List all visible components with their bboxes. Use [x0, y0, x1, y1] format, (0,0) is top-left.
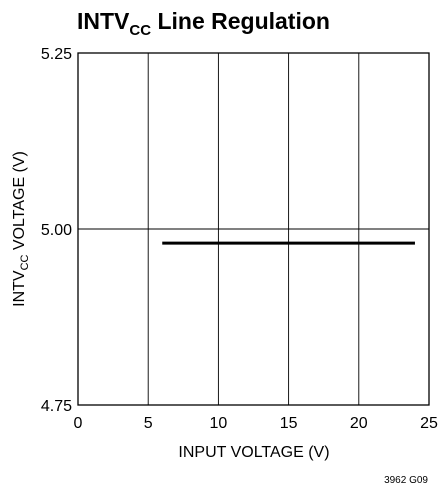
chart-title-suffix: Line Regulation [151, 8, 330, 34]
y-axis-label-subscript: CC [19, 254, 31, 270]
x-tick-label-1: 5 [144, 415, 153, 432]
chart-title-prefix: INTV [77, 8, 130, 34]
plot-frame [77, 52, 430, 406]
grid-lines [78, 53, 429, 405]
x-tick-label-0: 0 [74, 415, 83, 432]
chart-title-subscript: CC [129, 22, 151, 39]
x-tick-label-3: 15 [280, 415, 298, 432]
chart-title: INTVCC Line Regulation [77, 8, 330, 39]
x-tick-label-5: 25 [420, 415, 438, 432]
y-axis-label-suffix: VOLTAGE (V) [11, 151, 28, 254]
y-tick-label-2: 5.25 [41, 46, 72, 63]
x-tick-labels: 0 5 10 15 20 25 [74, 415, 438, 432]
y-axis-label: INTVCC VOLTAGE (V) [11, 151, 31, 307]
y-tick-label-0: 4.75 [41, 398, 72, 415]
x-tick-label-2: 10 [210, 415, 228, 432]
x-tick-label-4: 20 [350, 415, 368, 432]
y-tick-label-1: 5.00 [41, 222, 72, 239]
x-axis-label: INPUT VOLTAGE (V) [178, 444, 329, 461]
figure-code: 3962 G09 [384, 475, 428, 486]
y-axis-label-prefix: INTV [11, 270, 28, 307]
y-tick-labels: 4.75 5.00 5.25 [41, 46, 72, 415]
